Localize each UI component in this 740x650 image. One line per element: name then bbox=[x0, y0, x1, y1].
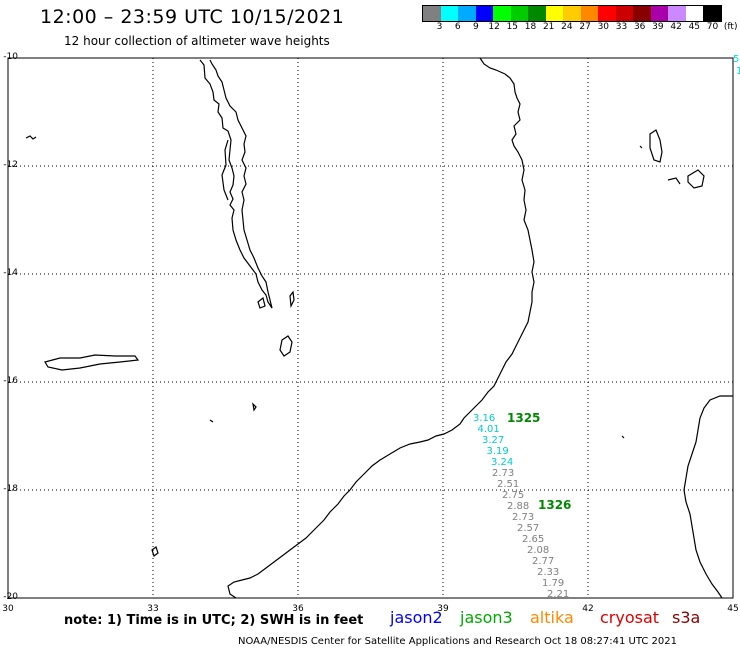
edge-value: 1 bbox=[736, 66, 740, 77]
colorbar-swatch bbox=[598, 6, 616, 21]
map-title: 12:00 – 23:59 UTC 10/15/2021 bbox=[40, 6, 345, 28]
swh-value: 2.57 bbox=[517, 523, 539, 534]
lat-label: -10 bbox=[3, 52, 18, 62]
comoros-island bbox=[649, 129, 663, 163]
colorbar-label: 33 bbox=[615, 22, 628, 32]
lon-label: 42 bbox=[582, 604, 594, 614]
wave-height-colorbar bbox=[422, 5, 722, 22]
swh-value: 2.77 bbox=[532, 556, 554, 567]
colorbar-swatch bbox=[440, 6, 458, 21]
swh-value: 3.19 bbox=[487, 446, 509, 457]
colorbar-swatch bbox=[703, 6, 721, 21]
colorbar-swatch bbox=[493, 6, 511, 21]
footnote: note: 1) Time is in UTC; 2) SWH is in fe… bbox=[64, 613, 364, 628]
madagascar-coast bbox=[683, 395, 733, 599]
colorbar-label: 30 bbox=[597, 22, 610, 32]
pass-time-label: 1326 bbox=[538, 498, 571, 512]
colorbar-label: 70 bbox=[706, 22, 719, 32]
map-subtitle: 12 hour collection of altimeter wave hei… bbox=[64, 34, 330, 48]
islet-left bbox=[25, 135, 37, 140]
colorbar-labels: 3 6 9 12 15 18 21 24 27 30 33 36 39 42 45 70 (ft) bbox=[422, 22, 740, 34]
colorbar-label: 9 bbox=[473, 22, 479, 32]
swh-value: 2.75 bbox=[502, 490, 524, 501]
swh-value: 2.73 bbox=[512, 512, 534, 523]
swh-value: 3.27 bbox=[482, 435, 504, 446]
colorbar-label: (ft) bbox=[723, 22, 738, 32]
colorbar-label: 6 bbox=[454, 22, 461, 32]
colorbar-swatch bbox=[650, 6, 668, 21]
credits-footer: NOAA/NESDIS Center for Satellite Applica… bbox=[238, 636, 677, 647]
colorbar-swatch bbox=[580, 6, 598, 21]
wave-height-observations: 513.164.013.273.193.242.732.512.752.882.… bbox=[473, 54, 740, 600]
swh-value: 2.88 bbox=[507, 501, 529, 512]
colorbar-label: 21 bbox=[542, 22, 555, 32]
colorbar-label: 24 bbox=[561, 22, 573, 32]
colorbar-swatch bbox=[528, 6, 546, 21]
colorbar-swatch bbox=[458, 6, 476, 21]
colorbar-label: 27 bbox=[579, 22, 591, 32]
colorbar-swatch bbox=[510, 6, 528, 21]
colorbar-label: 12 bbox=[488, 22, 500, 32]
lake-malawi-outline bbox=[199, 59, 273, 309]
colorbar-label: 3 bbox=[436, 22, 443, 32]
lat-label: -20 bbox=[3, 592, 18, 602]
lon-label: 36 bbox=[292, 604, 304, 614]
lon-label: 30 bbox=[2, 604, 14, 614]
colorbar-label: 15 bbox=[506, 22, 519, 32]
map-frame bbox=[7, 57, 734, 599]
colorbar-label: 45 bbox=[688, 22, 701, 32]
lon-label: 33 bbox=[147, 604, 159, 614]
lon-label: 39 bbox=[437, 604, 449, 614]
swh-value: 2.73 bbox=[492, 468, 514, 479]
colorbar-label: 42 bbox=[670, 22, 682, 32]
swh-value: 1.79 bbox=[542, 578, 564, 589]
pass-time-label: 1325 bbox=[507, 411, 540, 425]
colorbar-swatch bbox=[685, 6, 703, 21]
colorbar-label: 36 bbox=[633, 22, 646, 32]
lat-label: -12 bbox=[3, 160, 18, 170]
lake-left bbox=[44, 354, 140, 371]
swh-value: 3.24 bbox=[491, 457, 513, 468]
colorbar-swatch bbox=[633, 6, 651, 21]
colorbar-swatch bbox=[563, 6, 581, 21]
swh-value: 2.33 bbox=[537, 567, 559, 578]
colorbar-swatch bbox=[615, 6, 633, 21]
swh-value: 2.21 bbox=[547, 589, 569, 600]
colorbar-swatch bbox=[475, 6, 493, 21]
swh-value: 4.01 bbox=[478, 424, 500, 435]
swh-value: 2.51 bbox=[497, 479, 519, 490]
colorbar-swatch bbox=[423, 6, 441, 21]
colorbar-label: 39 bbox=[652, 22, 664, 32]
colorbar-label: 18 bbox=[524, 22, 537, 32]
colorbar-swatch bbox=[668, 6, 686, 21]
mozambique-coast bbox=[227, 57, 535, 599]
swh-value: 2.08 bbox=[527, 545, 549, 556]
lat-label: -14 bbox=[3, 268, 18, 278]
lat-label: -18 bbox=[3, 484, 18, 494]
lat-label: -16 bbox=[3, 376, 18, 386]
edge-value: 5 bbox=[733, 54, 739, 65]
legend-cryosat: cryosat bbox=[600, 608, 660, 627]
legend-jason2: jason2 bbox=[390, 608, 443, 627]
swh-value: 2.65 bbox=[522, 534, 544, 545]
colorbar-swatch bbox=[545, 6, 563, 21]
legend-jason3: jason3 bbox=[460, 608, 513, 627]
legend-altika: altika bbox=[530, 608, 574, 627]
coastlines bbox=[25, 57, 733, 599]
legend-s3a: s3a bbox=[672, 608, 701, 627]
lon-label: 45 bbox=[727, 604, 739, 614]
swh-value: 3.16 bbox=[473, 413, 495, 424]
map-grid bbox=[8, 58, 733, 598]
